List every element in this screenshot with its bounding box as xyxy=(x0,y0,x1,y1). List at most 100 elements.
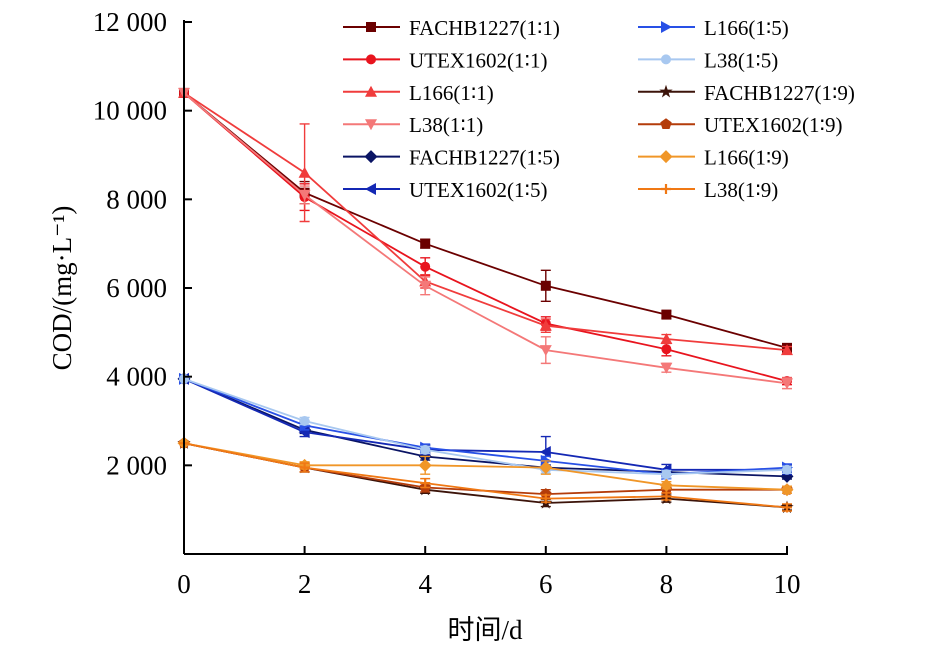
y-tick-label: 6 000 xyxy=(106,273,167,303)
data-point xyxy=(420,478,431,489)
legend-label: L166(1∶1) xyxy=(409,81,494,105)
series-group xyxy=(179,373,792,480)
data-point xyxy=(298,166,311,178)
data-point xyxy=(298,189,311,201)
legend-item: UTEX1602(1∶9) xyxy=(638,113,842,137)
y-tick-label: 10 000 xyxy=(93,96,167,126)
data-point xyxy=(781,378,793,390)
series-line xyxy=(183,92,788,382)
data-point xyxy=(661,469,672,480)
data-point xyxy=(781,344,793,356)
legend-item: L38(1∶5) xyxy=(638,48,778,72)
legend-marker xyxy=(660,118,672,130)
legend-label: UTEX1602(1∶1) xyxy=(409,48,547,72)
legend-item: FACHB1227(1∶5) xyxy=(343,146,560,170)
y-tick-label: 2 000 xyxy=(106,450,167,480)
data-point xyxy=(540,493,551,504)
legend-item: UTEX1602(1∶1) xyxy=(343,48,547,72)
data-point xyxy=(299,462,310,473)
legend-item: L166(1∶9) xyxy=(638,146,789,170)
legend-marker xyxy=(365,119,377,131)
series-line xyxy=(183,442,788,509)
x-tick-label: 0 xyxy=(177,569,191,599)
legend-item: UTEX1602(1∶5) xyxy=(343,178,547,202)
legend-item: FACHB1227(1∶9) xyxy=(638,81,855,105)
series-group xyxy=(177,436,794,514)
series-group xyxy=(178,87,793,390)
data-point xyxy=(540,488,552,500)
series-line xyxy=(183,92,788,349)
legend-marker xyxy=(365,85,377,97)
data-point xyxy=(659,478,673,492)
legend-item: L38(1∶9) xyxy=(638,178,778,202)
data-point xyxy=(660,362,673,374)
legend-marker xyxy=(661,184,671,194)
legend-label: FACHB1227(1∶5) xyxy=(409,146,560,170)
legend-label: L38(1∶1) xyxy=(409,113,483,137)
series-line xyxy=(183,442,788,509)
series-group xyxy=(179,372,793,481)
legend-label: FACHB1227(1∶9) xyxy=(704,81,855,105)
legend-marker xyxy=(661,54,671,65)
legend-label: L38(1∶5) xyxy=(704,48,778,72)
data-point xyxy=(420,444,431,455)
x-axis-title: 时间/d xyxy=(447,615,523,645)
series-line xyxy=(183,92,788,385)
legend-marker xyxy=(366,54,376,65)
series-line xyxy=(183,378,788,476)
data-point xyxy=(782,502,792,513)
legend-label: FACHB1227(1∶1) xyxy=(409,16,560,40)
data-point xyxy=(419,280,432,292)
legend-marker xyxy=(364,150,378,164)
legend-marker xyxy=(366,22,376,32)
legend-item: L38(1∶1) xyxy=(343,113,483,137)
legend-marker xyxy=(659,150,673,164)
data-point xyxy=(420,238,431,249)
x-tick-label: 4 xyxy=(418,569,432,599)
legend-marker xyxy=(661,21,672,33)
data-point xyxy=(782,464,792,475)
x-tick-label: 6 xyxy=(539,569,553,599)
legend-label: UTEX1602(1∶9) xyxy=(704,113,842,137)
data-point xyxy=(299,416,310,426)
legend-marker xyxy=(365,183,376,195)
series-line xyxy=(183,378,787,471)
x-tick-label: 2 xyxy=(298,569,312,599)
legend-label: UTEX1602(1∶5) xyxy=(409,178,547,202)
data-point xyxy=(780,483,794,497)
legend-label: L38(1∶9) xyxy=(704,178,778,202)
legend-label: L166(1∶9) xyxy=(704,146,789,170)
legend-item: L166(1∶5) xyxy=(638,16,789,40)
legend-item: L166(1∶1) xyxy=(343,81,494,105)
x-tick-label: 10 xyxy=(774,569,801,599)
series-line xyxy=(183,92,788,351)
y-tick-label: 8 000 xyxy=(106,184,167,214)
series-group xyxy=(178,86,793,356)
data-point xyxy=(660,332,673,344)
series-group xyxy=(177,436,794,497)
data-point xyxy=(661,344,672,355)
x-tick-label: 8 xyxy=(660,569,674,599)
y-axis-title: COD/(mg·L⁻¹) xyxy=(47,206,77,371)
data-point xyxy=(539,319,552,331)
data-point xyxy=(420,261,431,272)
legend-label: L166(1∶5) xyxy=(704,16,789,40)
data-point xyxy=(539,461,553,475)
series-group xyxy=(178,437,793,500)
data-point xyxy=(540,280,551,291)
y-tick-label: 12 000 xyxy=(93,7,167,37)
legend: FACHB1227(1∶1) UTEX1602(1∶1) L166(1∶1) L38(… xyxy=(343,16,855,202)
data-point xyxy=(539,446,551,459)
series-line xyxy=(183,442,788,491)
data-point xyxy=(539,345,552,357)
legend-marker xyxy=(659,84,673,98)
legend-item: FACHB1227(1∶1) xyxy=(343,16,560,40)
data-point xyxy=(418,458,432,472)
data-point xyxy=(661,491,672,502)
ticks: 0 2 4 6 8 10 2 000 4 000 6 000 8 000 10 000 12 000 xyxy=(93,7,801,599)
data-point xyxy=(298,426,310,439)
data-point xyxy=(661,309,672,320)
series-group xyxy=(179,87,792,353)
